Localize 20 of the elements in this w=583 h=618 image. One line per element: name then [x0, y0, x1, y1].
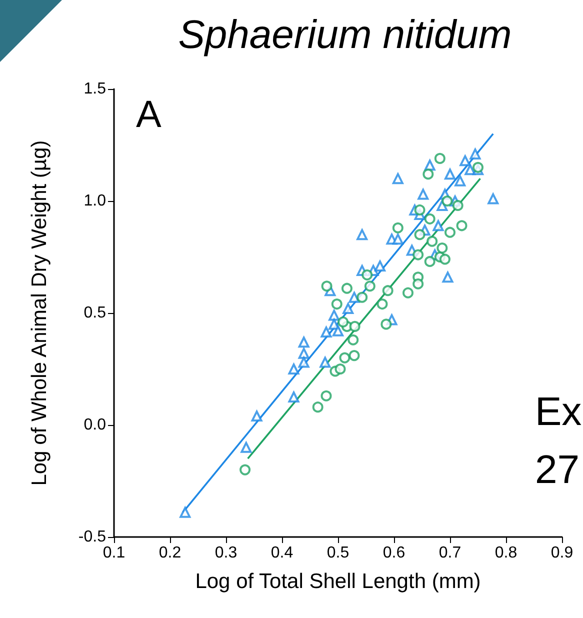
annotation: A — [136, 94, 162, 136]
annotation: 27 — [535, 448, 580, 492]
chart-title: Sphaerium nitidum — [178, 13, 512, 57]
y-tick-label: 0.0 — [84, 416, 106, 434]
y-tick-label: -0.5 — [78, 528, 106, 546]
x-tick-label: 0.2 — [158, 544, 182, 562]
x-tick-label: 0.5 — [326, 544, 350, 562]
x-tick-label: 0.7 — [438, 544, 462, 562]
x-tick-label: 0.1 — [102, 544, 126, 562]
annotation: Ex — [535, 390, 582, 434]
y-tick-label: 0.5 — [84, 304, 106, 322]
y-tick-label: 1.5 — [84, 80, 106, 98]
x-tick-label: 0.6 — [382, 544, 406, 562]
y-axis-title: Log of Whole Animal Dry Weight (µg) — [28, 140, 51, 486]
x-tick-label: 0.3 — [214, 544, 238, 562]
x-tick-label: 0.4 — [270, 544, 294, 562]
y-tick-label: 1.0 — [84, 192, 106, 210]
x-tick-label: 0.9 — [550, 544, 574, 562]
x-axis-title: Log of Total Shell Length (mm) — [195, 570, 481, 593]
x-tick-label: 0.8 — [494, 544, 518, 562]
